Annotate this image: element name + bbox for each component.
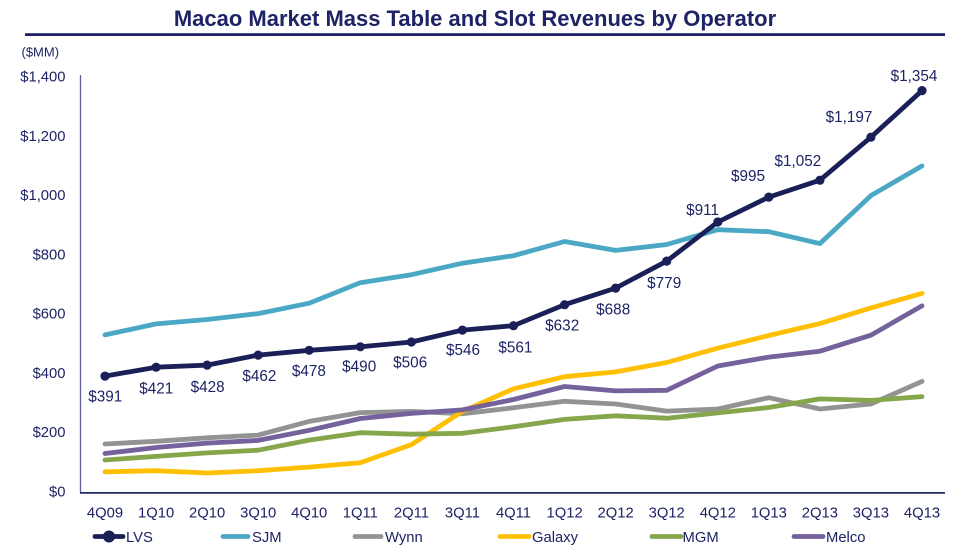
svg-text:$779: $779 — [647, 275, 681, 292]
svg-text:1Q11: 1Q11 — [343, 506, 378, 522]
svg-text:4Q12: 4Q12 — [700, 506, 736, 522]
svg-text:$490: $490 — [342, 359, 376, 376]
svg-text:4Q11: 4Q11 — [496, 506, 531, 522]
svg-text:4Q13: 4Q13 — [904, 506, 940, 522]
svg-text:LVS: LVS — [126, 530, 153, 546]
svg-text:MGM: MGM — [683, 530, 719, 546]
svg-text:2Q13: 2Q13 — [802, 506, 838, 522]
svg-text:$421: $421 — [139, 380, 173, 397]
svg-text:$1,354: $1,354 — [891, 68, 938, 85]
svg-text:$1,197: $1,197 — [826, 109, 873, 126]
svg-text:2Q12: 2Q12 — [597, 506, 633, 522]
svg-text:$391: $391 — [88, 389, 122, 406]
svg-text:3Q13: 3Q13 — [853, 506, 889, 522]
svg-text:3Q11: 3Q11 — [445, 506, 480, 522]
svg-text:$428: $428 — [191, 379, 225, 396]
svg-text:$1,200: $1,200 — [20, 129, 65, 145]
svg-text:$1,400: $1,400 — [20, 70, 65, 86]
svg-text:2Q11: 2Q11 — [394, 506, 429, 522]
svg-text:($MM): ($MM) — [22, 45, 60, 60]
svg-text:4Q09: 4Q09 — [87, 506, 123, 522]
svg-text:$600: $600 — [33, 307, 66, 323]
svg-text:Macao Market Mass Table and Sl: Macao Market Mass Table and Slot Revenue… — [174, 6, 777, 31]
svg-text:Galaxy: Galaxy — [532, 530, 579, 546]
svg-text:4Q10: 4Q10 — [291, 506, 327, 522]
svg-text:$506: $506 — [393, 355, 427, 372]
svg-text:$995: $995 — [731, 168, 765, 185]
svg-text:$911: $911 — [686, 202, 719, 219]
svg-text:$0: $0 — [49, 485, 65, 501]
svg-text:Wynn: Wynn — [385, 530, 423, 546]
svg-text:$1,000: $1,000 — [20, 188, 65, 204]
svg-text:$200: $200 — [33, 425, 66, 441]
svg-text:1Q12: 1Q12 — [546, 506, 582, 522]
svg-text:$632: $632 — [545, 318, 579, 335]
svg-text:$688: $688 — [596, 302, 630, 319]
svg-text:1Q13: 1Q13 — [751, 506, 787, 522]
svg-text:3Q10: 3Q10 — [240, 506, 276, 522]
svg-text:$1,052: $1,052 — [775, 153, 822, 170]
svg-text:SJM: SJM — [252, 530, 282, 546]
svg-text:$800: $800 — [33, 247, 66, 263]
svg-text:$561: $561 — [498, 339, 532, 356]
svg-text:2Q10: 2Q10 — [189, 506, 225, 522]
svg-text:$546: $546 — [446, 342, 480, 359]
svg-text:3Q12: 3Q12 — [649, 506, 685, 522]
svg-text:$400: $400 — [33, 366, 66, 382]
svg-text:1Q10: 1Q10 — [138, 506, 174, 522]
svg-text:$462: $462 — [242, 368, 276, 385]
svg-text:$478: $478 — [292, 363, 326, 380]
svg-text:Melco: Melco — [826, 530, 865, 546]
